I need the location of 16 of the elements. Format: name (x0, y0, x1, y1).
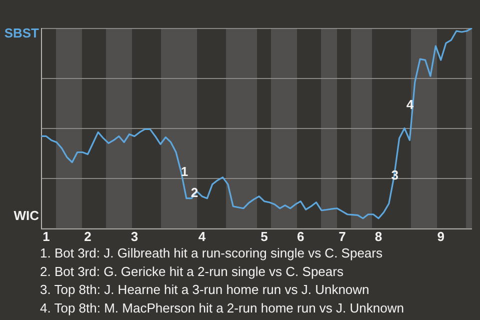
annotation: 1 (180, 164, 188, 179)
x-tick-label: 1 (42, 228, 50, 244)
x-tick-label: 5 (260, 228, 268, 244)
text: 4. Top 8th: M. MacPherson hit a 2-run home run vs J. Unknown (40, 300, 404, 316)
text: 1. Bot 3rd: J. Gilbreath hit a run-scoring single vs C. Spears (40, 246, 383, 261)
x-tick-label: 7 (338, 228, 346, 244)
text: SBST (4, 26, 40, 41)
x-tick-label: 6 (297, 228, 304, 244)
text: 3. Top 8th: J. Hearne hit a 3-run home run vs J. Unknown (40, 282, 370, 298)
text: WIC (14, 208, 40, 223)
x-tick-label: 8 (374, 228, 382, 244)
x-tick-label: 9 (437, 228, 444, 244)
x-tick-label: 4 (198, 228, 206, 244)
x-tick-label: 3 (130, 228, 138, 244)
text: 2. Bot 3rd: G. Gericke hit a 2-run single vs C. Spears (40, 264, 344, 279)
x-tick-label: 2 (84, 228, 92, 244)
